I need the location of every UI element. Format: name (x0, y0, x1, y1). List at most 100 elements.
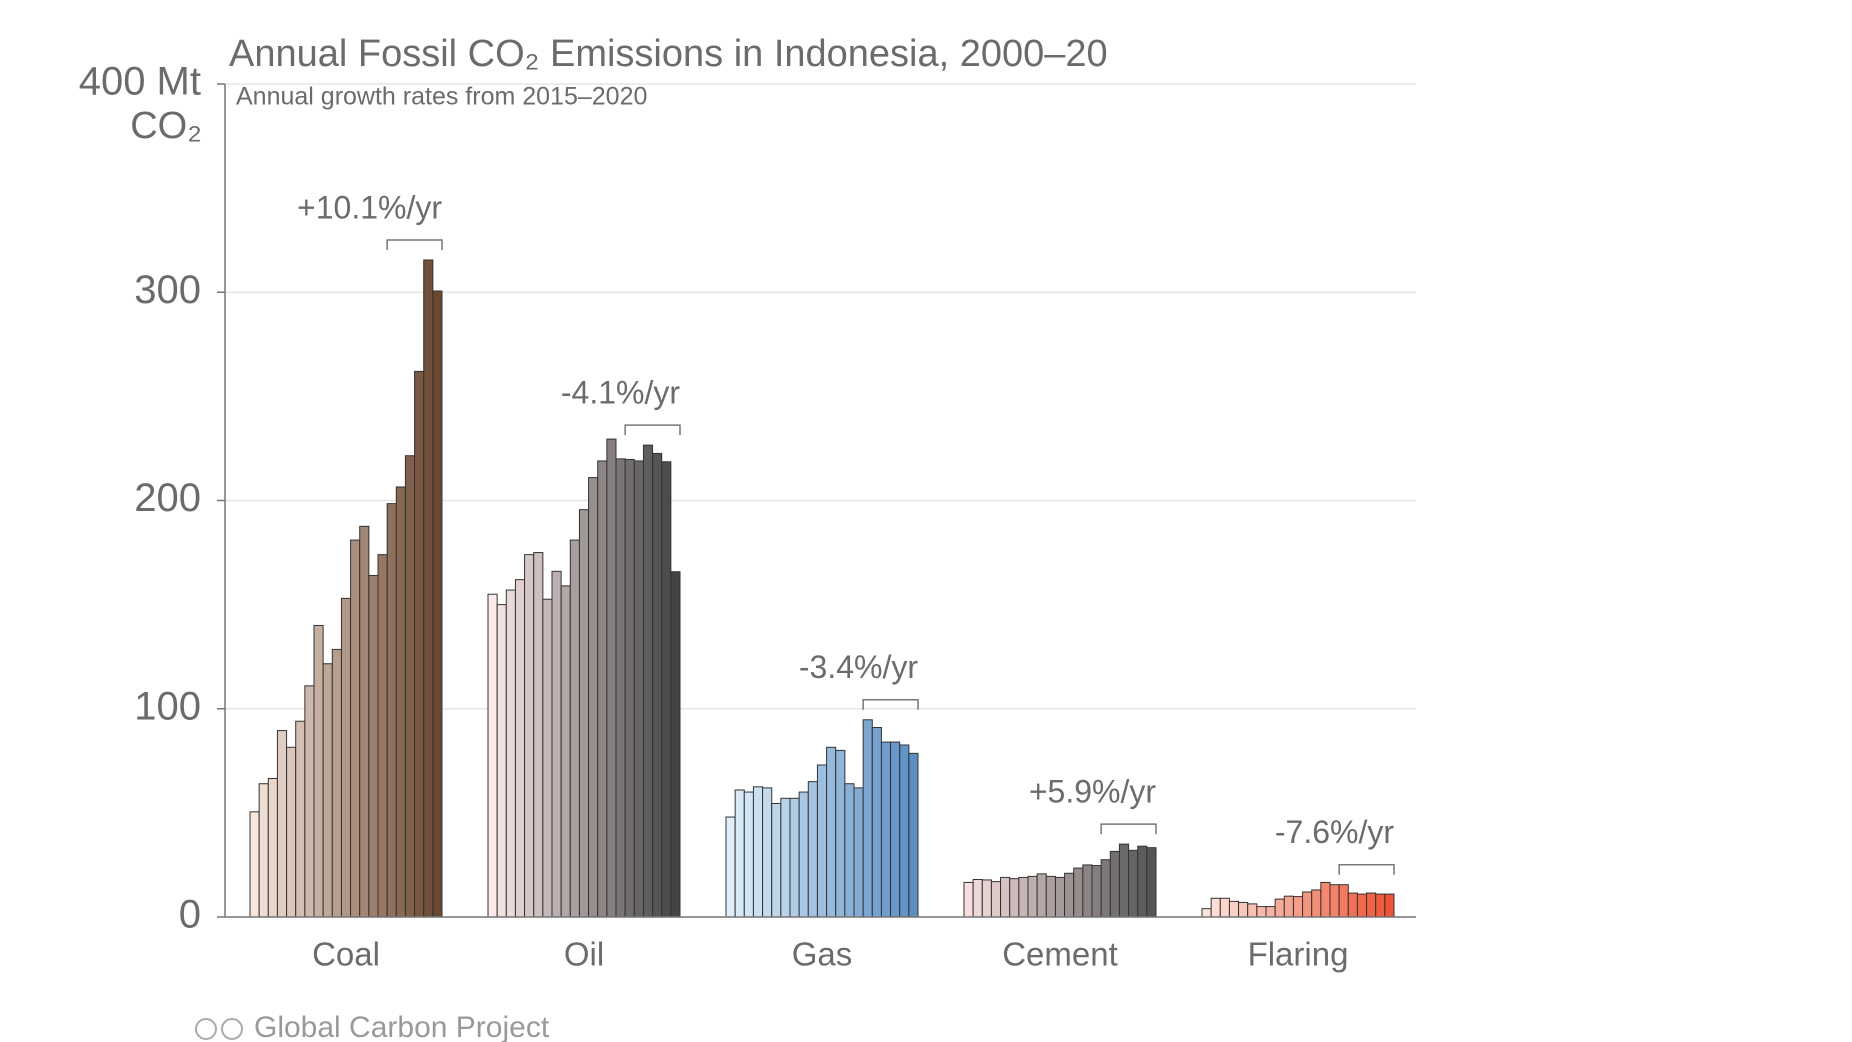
bar (1274, 898, 1285, 918)
bar (871, 726, 882, 918)
annotation-bracket (862, 699, 919, 710)
bar (1238, 901, 1249, 918)
bar (597, 460, 608, 918)
y-tick-label: 200 (134, 476, 201, 520)
y-axis-label: CO₂ (130, 105, 202, 147)
bar (670, 571, 681, 918)
bar (1146, 847, 1157, 918)
bar (807, 781, 818, 918)
bar (606, 438, 617, 918)
cc-icons (195, 1018, 243, 1040)
bar (642, 444, 654, 918)
bar (1256, 906, 1267, 918)
bar (844, 783, 855, 918)
bar (286, 746, 297, 918)
bar (1128, 849, 1139, 918)
bar (551, 570, 562, 918)
bar (258, 783, 269, 918)
bar (578, 509, 590, 918)
bar (661, 461, 672, 918)
bar (725, 816, 736, 918)
bar (1265, 906, 1276, 918)
bar (432, 290, 443, 918)
bar (533, 552, 544, 918)
bar (1100, 859, 1111, 918)
annotation: -4.1%/yr (561, 375, 680, 411)
bar (1018, 876, 1029, 918)
x-tick-label: Cement (1002, 936, 1118, 973)
bar (304, 685, 315, 918)
annotation-bracket (1338, 863, 1395, 875)
bar (542, 598, 553, 918)
annotation: -7.6%/yr (1275, 814, 1394, 850)
bar (1201, 908, 1212, 918)
bar (1219, 897, 1230, 918)
bar (816, 764, 828, 918)
bar (1375, 893, 1386, 918)
annotation-bracket (624, 424, 681, 436)
bar (633, 460, 644, 918)
bar (340, 597, 352, 918)
bar (249, 811, 260, 918)
bar (771, 803, 782, 918)
bar (1228, 900, 1240, 918)
bar (1082, 864, 1093, 918)
bar (414, 370, 425, 918)
bar (890, 741, 901, 918)
bar (1320, 881, 1331, 918)
bar (524, 554, 535, 918)
bar (1009, 878, 1020, 918)
bar (1118, 843, 1130, 918)
x-tick-label: Gas (792, 936, 853, 973)
bar (624, 458, 635, 918)
chart-subtitle: Annual growth rates from 2015–2020 (236, 83, 647, 111)
bar (404, 455, 416, 918)
bar (588, 477, 599, 918)
annotation: +5.9%/yr (1029, 774, 1157, 810)
y-tick-label: 100 (134, 684, 201, 728)
bar (1356, 893, 1368, 918)
bar (1338, 884, 1349, 918)
bar (615, 458, 626, 918)
annotation: +10.1%/yr (297, 189, 442, 225)
bar (862, 719, 873, 918)
bar (395, 486, 406, 918)
bar (963, 881, 974, 918)
bar (972, 879, 983, 918)
bar (1302, 891, 1313, 918)
annotation-bracket (386, 239, 443, 250)
bar (990, 881, 1002, 918)
bar (1109, 850, 1120, 918)
bar (359, 525, 370, 918)
bar (350, 539, 361, 918)
bar (734, 789, 745, 918)
bar (899, 744, 910, 918)
bar (1292, 896, 1304, 918)
bar (377, 554, 388, 918)
bar (331, 648, 342, 918)
annotation-bracket (1100, 823, 1157, 835)
chart-title: Annual Fossil CO₂ Emissions in Indonesia… (229, 33, 1108, 75)
x-tick-label: Oil (564, 936, 604, 973)
y-tick-label: 400 Mt (79, 60, 201, 104)
bar (1329, 884, 1340, 918)
bar (1137, 845, 1148, 918)
bar (1311, 889, 1322, 918)
bar (496, 604, 507, 918)
annotation: -3.4%/yr (799, 649, 918, 685)
bar (1283, 895, 1294, 918)
bar (487, 593, 498, 918)
bar (1366, 892, 1377, 918)
bar (313, 624, 324, 918)
bar (1347, 892, 1358, 918)
bar (1036, 873, 1047, 918)
bar (789, 797, 800, 918)
bar (880, 741, 892, 918)
bar (908, 752, 919, 918)
x-tick-label: Flaring (1248, 936, 1349, 973)
x-tick-label: Coal (312, 936, 380, 973)
bar (386, 503, 397, 918)
bar (1091, 865, 1102, 918)
bar (514, 579, 526, 918)
